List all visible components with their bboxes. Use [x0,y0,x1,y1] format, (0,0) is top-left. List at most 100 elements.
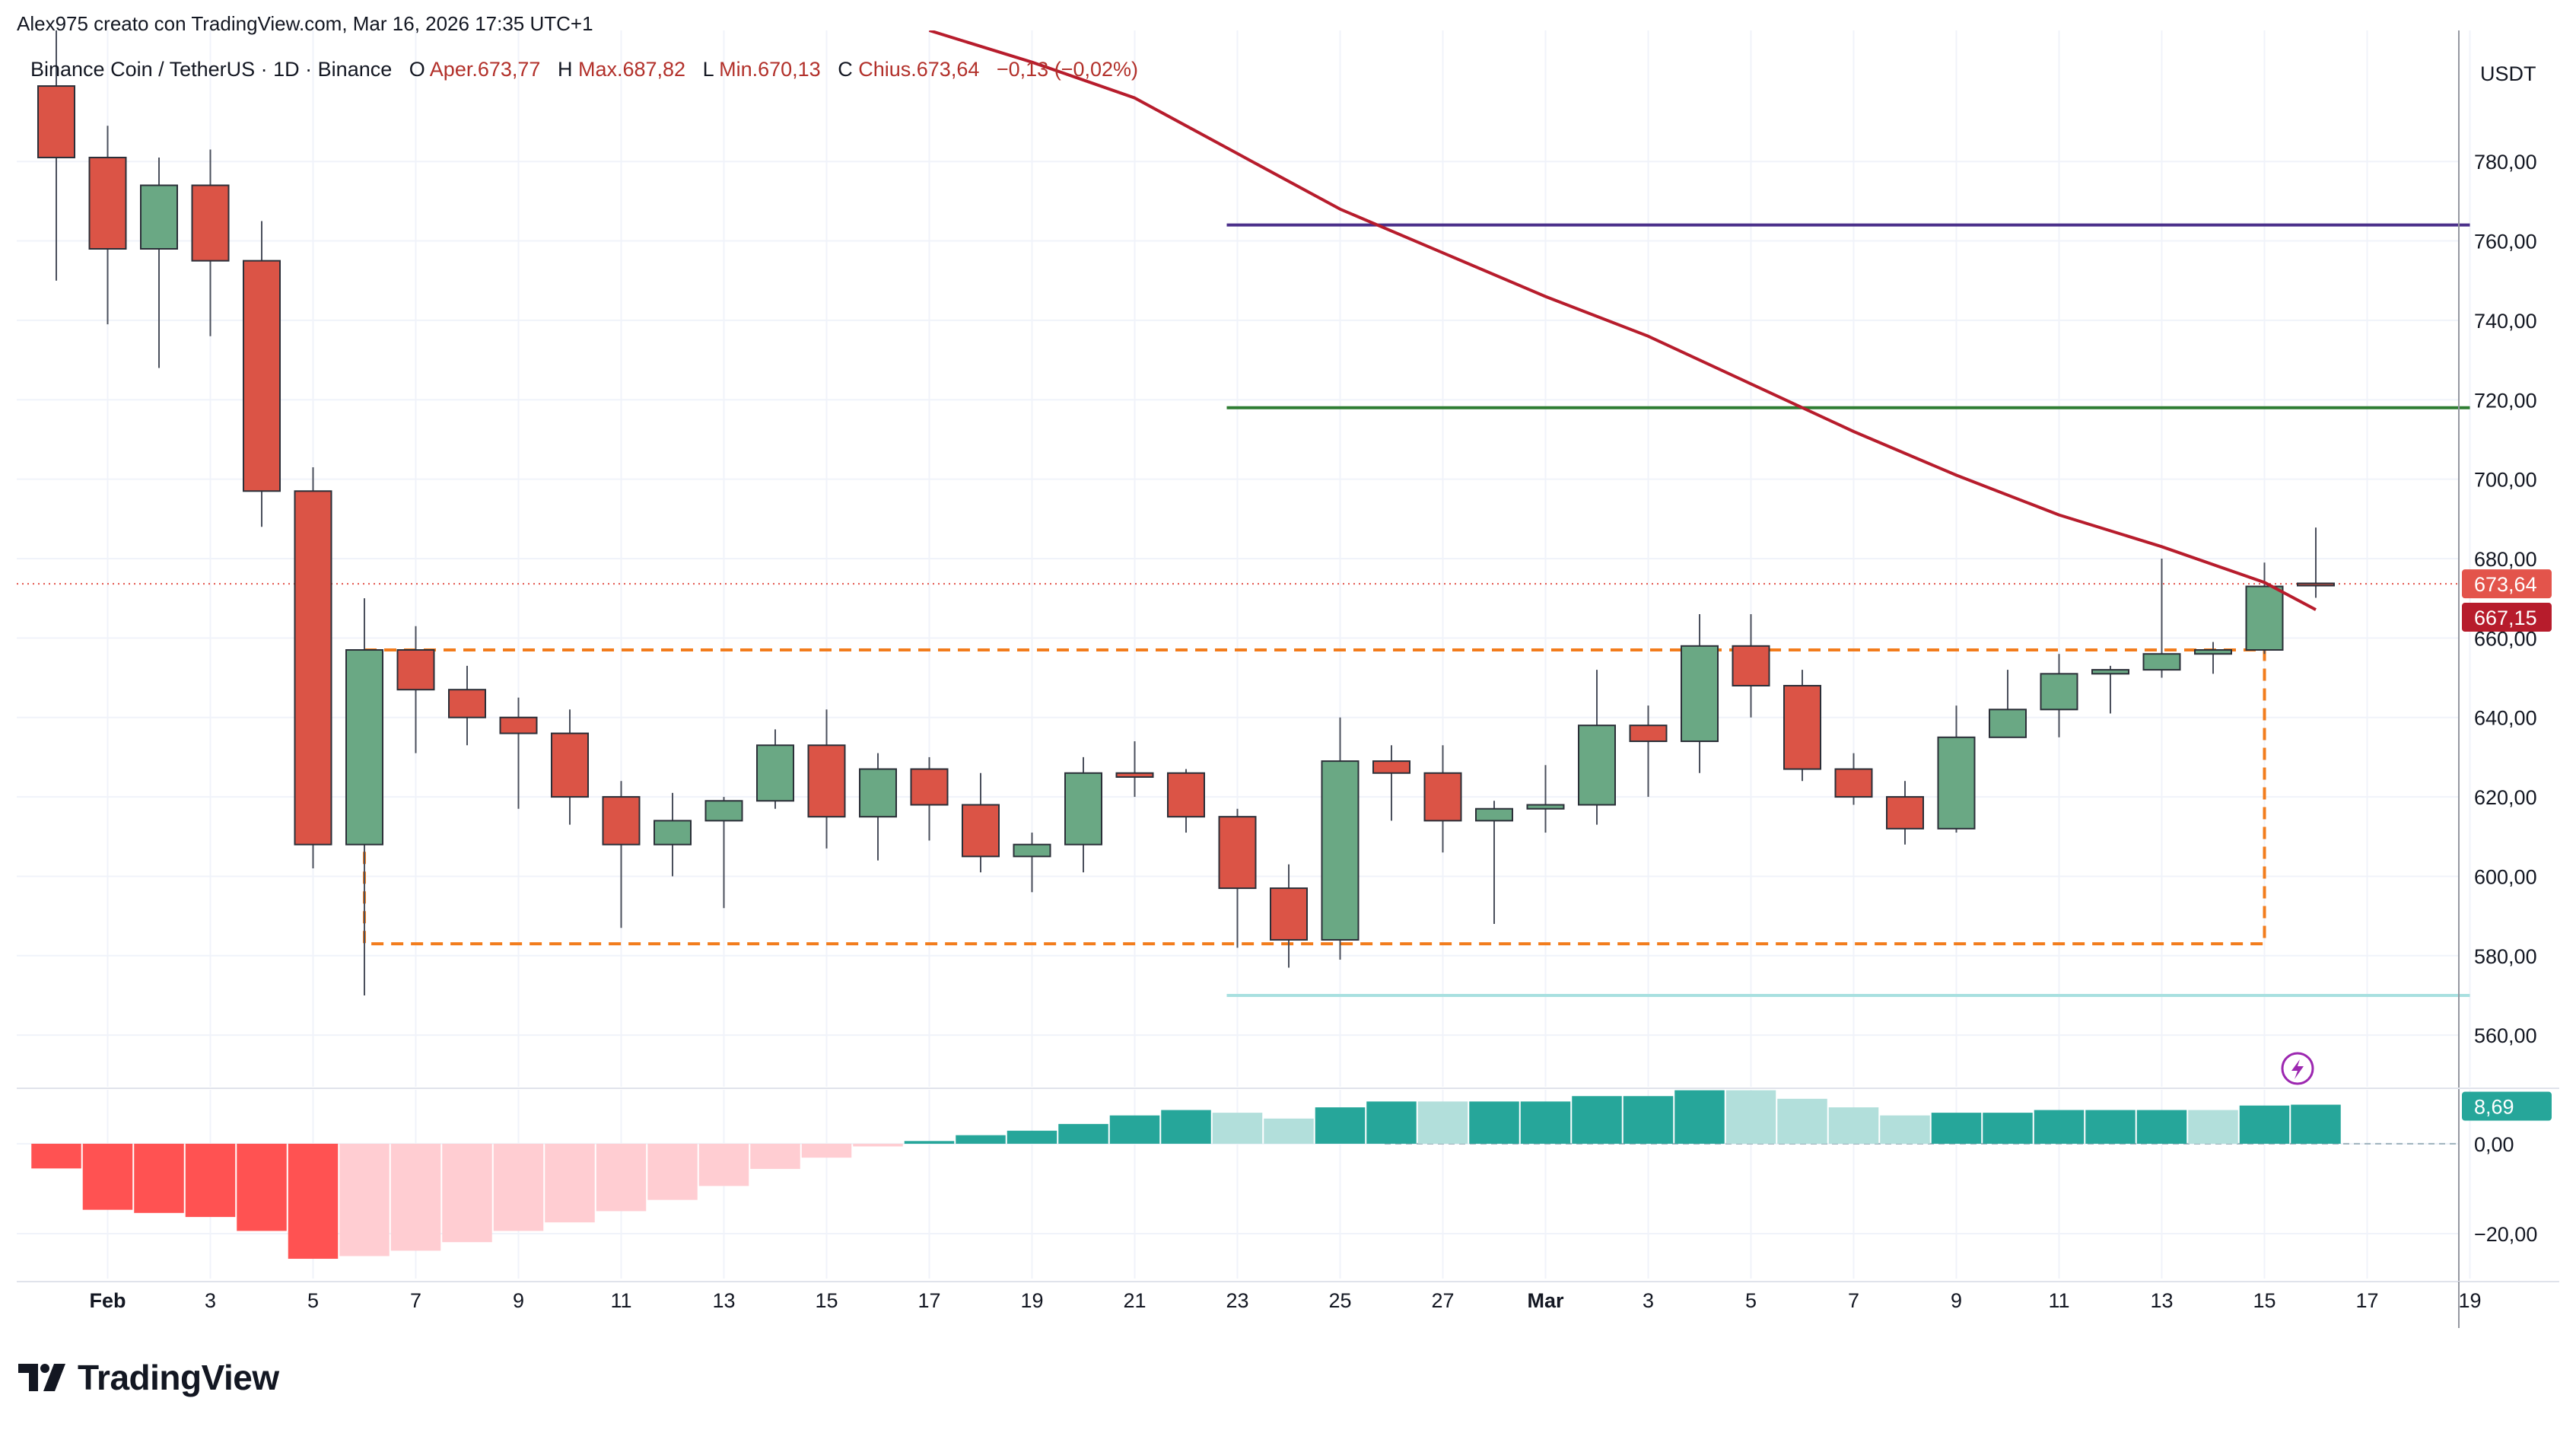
candle-up [1578,725,1616,806]
histogram-bar [2188,1110,2238,1144]
candle-up [345,649,383,846]
candle-down [37,85,75,158]
price-tick-label: 760,00 [2474,231,2537,253]
candles [37,30,2335,995]
close-label: C [838,58,853,81]
candle-down [448,689,486,718]
histogram-bar [1983,1113,2033,1144]
histogram-bar [1725,1090,1776,1144]
histogram-bar [1572,1096,1622,1144]
candle-down [1167,772,1205,818]
open-label: O [409,58,425,81]
time-tick-label: Feb [89,1289,126,1312]
candle-down [243,260,281,492]
candle-down [1115,772,1154,778]
candle-up [1013,843,1051,858]
histogram-bar [1161,1110,1211,1144]
osc-tick-label: 0,00 [2474,1133,2514,1156]
grid [17,30,2471,1279]
candle-up [1681,645,1719,743]
histogram-bar [1264,1118,1314,1144]
histogram-bar [1417,1101,1468,1144]
histogram-bar [2136,1110,2187,1144]
price-tick-label: 740,00 [2474,310,2537,333]
price-tick-label: 560,00 [2474,1024,2537,1047]
candle-down [1834,768,1873,798]
last-price-tag: 673,64 [2474,573,2537,596]
open-value: Aper.673,77 [429,58,541,81]
moving-average [928,30,2317,611]
histogram-bar [647,1143,698,1200]
price-tick-label: 640,00 [2474,707,2537,730]
osc-value-tag-bg [2462,1091,2552,1121]
flash-icon[interactable] [2281,1052,2314,1085]
candle-down [396,649,435,691]
ma-value-tag-bg [2462,603,2552,632]
time-tick-label: 15 [815,1289,838,1312]
osc-tick-label: −20,00 [2474,1223,2537,1246]
histogram-bar [442,1143,492,1243]
time-tick-label: 9 [513,1289,524,1312]
time-tick-label: Mar [1527,1289,1564,1312]
axes [17,30,2559,1328]
high-label: H [557,58,573,81]
histogram-bar [2291,1104,2341,1144]
candle-down [1732,645,1770,686]
histogram [31,1090,2341,1260]
histogram-bar [390,1143,441,1251]
histogram-bar [288,1143,339,1260]
candle-up [2091,669,2129,675]
candle-up [1937,736,1976,830]
low-value: Min.670,13 [719,58,821,81]
candle-down [294,490,332,846]
candle-up [1526,804,1565,810]
candle-down [499,716,538,734]
histogram-bar [596,1143,647,1212]
time-tick-label: 21 [1123,1289,1146,1312]
ohlc-legend: Binance Coin / TetherUS · 1D · Binance O… [30,58,1138,81]
histogram-bar [1366,1101,1417,1144]
histogram-bar [1212,1113,1263,1144]
histogram-bar [1880,1115,1930,1144]
candle-up [859,768,897,818]
histogram-bar [1109,1115,1160,1144]
time-tick-label: 11 [610,1289,631,1312]
last-price-tag-bg [2462,569,2552,599]
time-tick-label: 3 [205,1289,216,1312]
candle-down [1423,772,1462,822]
time-tick-label: 17 [918,1289,940,1312]
time-tick-label: 7 [410,1289,421,1312]
histogram-bar [339,1143,390,1256]
candle-up [704,800,743,822]
histogram-bar [1315,1107,1366,1144]
time-tick-label: 7 [1848,1289,1859,1312]
histogram-bar [1058,1123,1108,1144]
histogram-bar [31,1143,81,1169]
flash-icon-bolt [2291,1059,2304,1079]
change-value: −0,13 (−0,02%) [996,58,1139,81]
candle-down [1629,725,1668,743]
candle-down [1372,760,1410,774]
candle-up [140,184,178,250]
histogram-bar [1623,1096,1674,1144]
histogram-bar [82,1143,133,1210]
time-tick-label: 17 [2355,1289,2378,1312]
candle-down [551,732,589,798]
candle-up [2040,673,2078,711]
time-tick-label: 19 [2458,1289,2481,1312]
moving-average-line [928,30,2317,611]
price-tick-label: 600,00 [2474,865,2537,888]
author-credit: Alex975 creato con TradingView.com, Mar … [17,12,593,35]
candle-up [1475,807,1513,822]
time-tick-label: 5 [307,1289,319,1312]
price-axis-labels: USDT560,00580,00600,00620,00640,00660,00… [2474,62,2537,1246]
tradingview-logo[interactable]: TradingView [18,1357,279,1398]
candle-down [191,184,230,262]
currency-label: USDT [2480,62,2536,85]
time-tick-label: 3 [1643,1289,1654,1312]
price-tick-label: 780,00 [2474,151,2537,174]
tradingview-wordmark: TradingView [78,1358,279,1397]
candle-up [756,744,794,802]
